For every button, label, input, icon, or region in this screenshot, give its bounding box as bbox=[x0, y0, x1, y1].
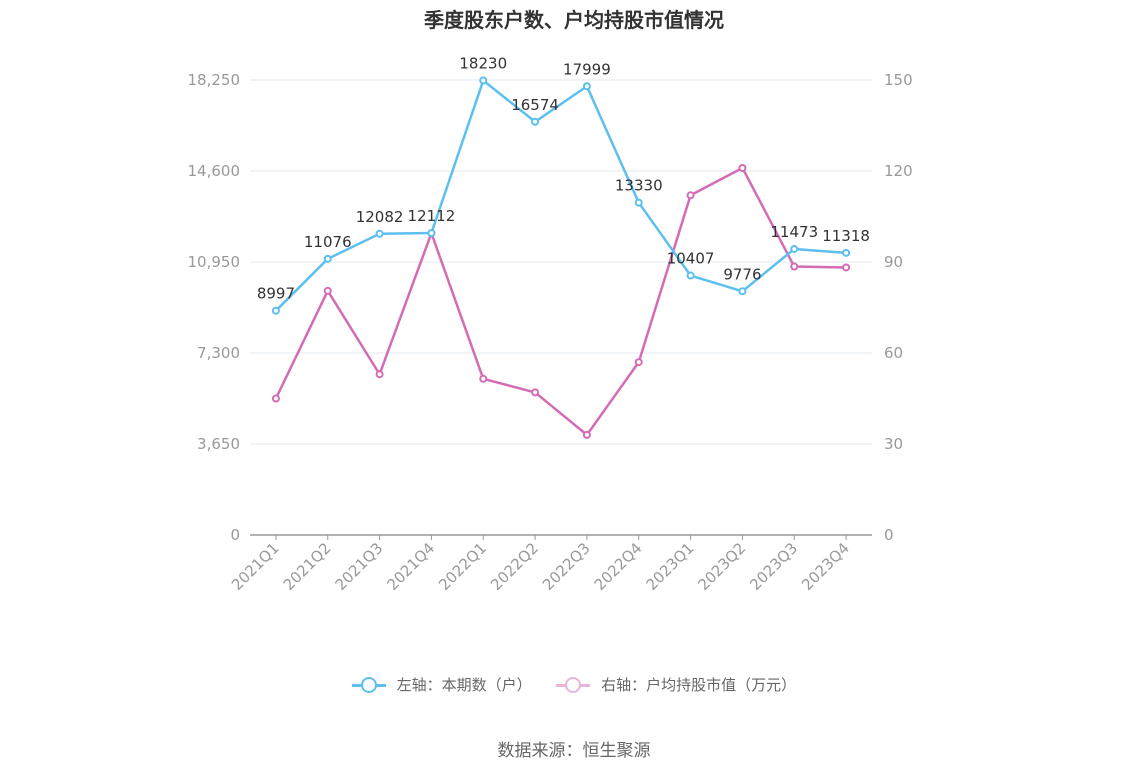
series-line-1 bbox=[274, 166, 847, 437]
y-right-tick-label: 30 bbox=[884, 435, 903, 453]
y-left-tick-label: 3,650 bbox=[197, 435, 240, 453]
data-point bbox=[271, 394, 280, 403]
data-point bbox=[531, 117, 540, 126]
data-label: 13330 bbox=[615, 177, 663, 195]
x-tick-label: 2021Q1 bbox=[228, 539, 283, 594]
data-point bbox=[686, 191, 695, 200]
axes: 0 0 3,650 30 7,300 60 10,950 90 14,600 120 18,250 1… bbox=[188, 71, 913, 594]
x-tick-label: 2021Q2 bbox=[280, 539, 335, 594]
data-point bbox=[686, 271, 695, 280]
legend: 左轴：本期数（户） 右轴：户均持股市值（万元） bbox=[0, 674, 1148, 695]
x-tick-label: 2022Q1 bbox=[435, 539, 490, 594]
y-left-tick-label: 10,950 bbox=[188, 253, 241, 271]
x-tick-label: 2023Q3 bbox=[746, 539, 801, 594]
x-tick-label: 2021Q4 bbox=[383, 539, 438, 594]
data-point bbox=[842, 263, 851, 272]
y-right-tick-label: 0 bbox=[884, 526, 894, 544]
data-label: 12082 bbox=[356, 208, 404, 226]
data-point bbox=[738, 163, 747, 172]
data-point bbox=[634, 358, 643, 367]
gridlines bbox=[250, 79, 872, 445]
data-point bbox=[738, 287, 747, 296]
legend-item-households[interactable]: 左轴：本期数（户） bbox=[351, 674, 532, 695]
data-label: 11473 bbox=[770, 223, 818, 241]
data-point bbox=[375, 370, 384, 379]
x-tick-label: 2021Q3 bbox=[332, 539, 387, 594]
data-label: 11318 bbox=[822, 227, 870, 245]
y-left-tick-label: 7,300 bbox=[197, 344, 240, 362]
data-point bbox=[842, 248, 851, 257]
data-label: 18230 bbox=[459, 54, 507, 72]
data-point bbox=[582, 82, 591, 91]
y-left-tick-label: 18,250 bbox=[188, 71, 241, 89]
x-tick-label: 2023Q4 bbox=[798, 539, 853, 594]
data-point bbox=[582, 430, 591, 439]
data-point bbox=[375, 229, 384, 238]
data-label: 9776 bbox=[723, 265, 761, 283]
y-right-tick-label: 60 bbox=[884, 344, 903, 362]
legend-label-households: 左轴：本期数（户） bbox=[396, 676, 532, 694]
data-point bbox=[479, 76, 488, 85]
source-note: 数据来源：恒生聚源 bbox=[497, 741, 651, 761]
data-label: 16574 bbox=[511, 96, 559, 114]
data-point bbox=[790, 244, 799, 253]
data-point bbox=[323, 254, 332, 263]
data-label: 17999 bbox=[563, 60, 611, 78]
data-label: 12112 bbox=[408, 207, 456, 225]
data-point bbox=[479, 374, 488, 383]
legend-item-avg-value[interactable]: 右轴：户均持股市值（万元） bbox=[556, 674, 796, 695]
y-right-tick-label: 150 bbox=[884, 71, 913, 89]
data-label: 10407 bbox=[667, 250, 715, 268]
x-tick-label: 2022Q2 bbox=[487, 539, 542, 594]
data-point bbox=[271, 306, 280, 315]
x-tick-label: 2023Q2 bbox=[694, 539, 749, 594]
data-label: 8997 bbox=[257, 285, 295, 303]
chart-title: 季度股东户数、户均持股市值情况 bbox=[424, 8, 724, 32]
data-label: 11076 bbox=[304, 233, 352, 251]
data-point bbox=[634, 198, 643, 207]
data-point bbox=[790, 262, 799, 271]
data-point bbox=[531, 388, 540, 397]
y-left-tick-label: 14,600 bbox=[188, 162, 241, 180]
y-left-tick-label: 0 bbox=[230, 526, 240, 544]
series-line-0 bbox=[275, 79, 847, 312]
y-right-tick-label: 90 bbox=[884, 253, 903, 271]
data-point bbox=[427, 229, 436, 238]
legend-label-avg-value: 右轴：户均持股市值（万元） bbox=[601, 676, 797, 694]
legend-marker-households bbox=[351, 675, 386, 695]
y-right-tick-label: 120 bbox=[884, 162, 913, 180]
series-lines bbox=[271, 76, 851, 439]
data-point bbox=[323, 286, 332, 295]
x-tick-label: 2023Q1 bbox=[643, 539, 698, 594]
x-tick-label: 2022Q3 bbox=[539, 539, 594, 594]
x-tick-label: 2022Q4 bbox=[591, 539, 646, 594]
legend-marker-avg-value bbox=[556, 675, 591, 695]
